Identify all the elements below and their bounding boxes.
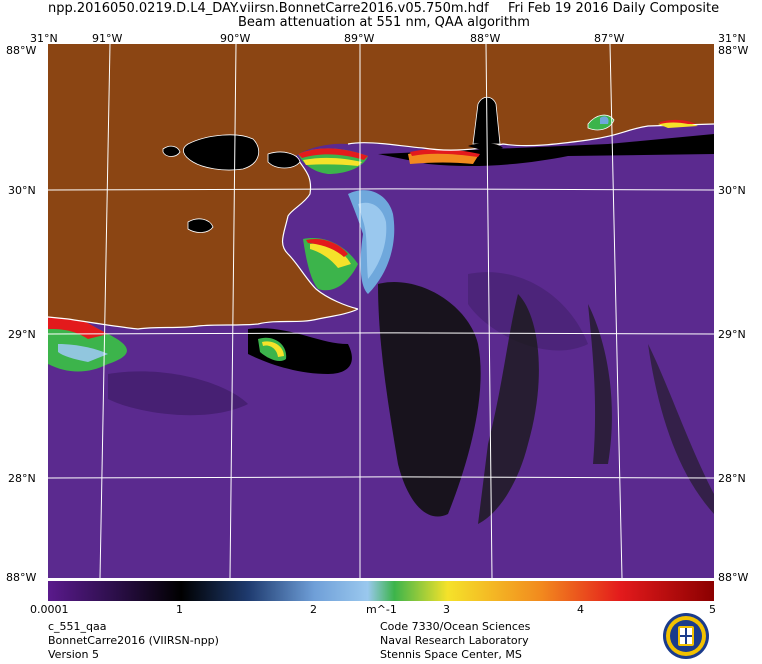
lon-label-87w: 87°W — [594, 32, 625, 45]
colorbar-unit: m^-1 — [366, 603, 397, 616]
product-code: c_551_qaa — [48, 620, 107, 633]
lon-label-89w: 89°W — [344, 32, 375, 45]
colorbar-tick-2: 2 — [310, 603, 317, 616]
colorbar-gradient — [48, 581, 714, 601]
coastal-band-delta-red — [306, 238, 348, 257]
colorbar-tick-3: 3 — [443, 603, 450, 616]
colorbar — [48, 581, 714, 601]
turbid-streaks — [478, 294, 539, 524]
lat-label-left-28n: 28°N — [8, 472, 36, 485]
graticule — [48, 44, 714, 578]
org-code: Code 7330/Ocean Sciences — [380, 620, 531, 633]
coastal-band-plume-inner — [358, 202, 387, 279]
coastline — [347, 123, 714, 151]
org-location: Stennis Space Center, MS — [380, 648, 522, 661]
colorbar-tick-1: 1 — [176, 603, 183, 616]
mobile-bay-mouth — [468, 143, 503, 152]
coastal-band-miss-sound-red — [410, 149, 480, 157]
coastal-band-west-glow — [58, 344, 108, 362]
lake-salvador — [187, 218, 214, 233]
lon-label-91w: 91°W — [92, 32, 123, 45]
coastline — [48, 308, 359, 330]
turbid-plume-east — [378, 282, 481, 517]
lat-label-right-30n: 30°N — [718, 184, 746, 197]
composite-date: Fri Feb 19 2016 Daily Composite — [508, 1, 720, 16]
dataset-name: BonnetCarre2016 (VIIRSN-npp) — [48, 634, 219, 647]
turbid-streaks — [648, 344, 714, 514]
nrl-seal-icon — [663, 613, 709, 659]
coastal-band-north-yellow — [303, 157, 362, 166]
file-name: npp.2016050.0219.D.L4_DAY.viirsn.BonnetC… — [48, 1, 489, 16]
corner-label-top-right: 31°N — [718, 32, 746, 45]
version-label: Version 5 — [48, 648, 99, 661]
corner-label-top-left: 31°N — [30, 32, 58, 45]
water-dark-patch — [108, 371, 248, 416]
corner-lon-label-top-right: 88°W — [718, 44, 749, 57]
lat-label-right-29n: 29°N — [718, 328, 746, 341]
org-name: Naval Research Laboratory — [380, 634, 529, 647]
choctaw-bay-red — [660, 119, 696, 124]
colorbar-tick-max: 5 — [709, 603, 716, 616]
corner-lon-label-top-left: 88°W — [6, 44, 37, 57]
lon-label-88w: 88°W — [470, 32, 501, 45]
colorbar-tick-4: 4 — [577, 603, 584, 616]
lake-maurepas — [162, 145, 181, 157]
lat-label-right-28n: 28°N — [718, 472, 746, 485]
land-louisiana — [48, 44, 714, 329]
lat-label-left-29n: 29°N — [8, 328, 36, 341]
coastal-band-delta-yellow — [310, 243, 351, 268]
corner-label-bottom-left: 88°W — [6, 571, 37, 584]
lake-borgne — [267, 151, 301, 169]
colorbar-tick-min: 0.0001 — [30, 603, 69, 616]
satellite-map — [48, 44, 714, 578]
lat-label-left-30n: 30°N — [8, 184, 36, 197]
lake-pontchartrain — [183, 134, 260, 171]
product-title: Beam attenuation at 551 nm, QAA algorith… — [238, 15, 530, 30]
coastal-band-hook-yellow — [262, 341, 284, 357]
corner-label-bottom-right: 88°W — [718, 571, 749, 584]
turbid-streaks — [588, 304, 612, 464]
coastal-band-west-edge — [48, 313, 108, 339]
pensacola-bay-inner — [600, 116, 609, 124]
coastal-band-north-red — [298, 148, 368, 160]
lon-label-90w: 90°W — [220, 32, 251, 45]
